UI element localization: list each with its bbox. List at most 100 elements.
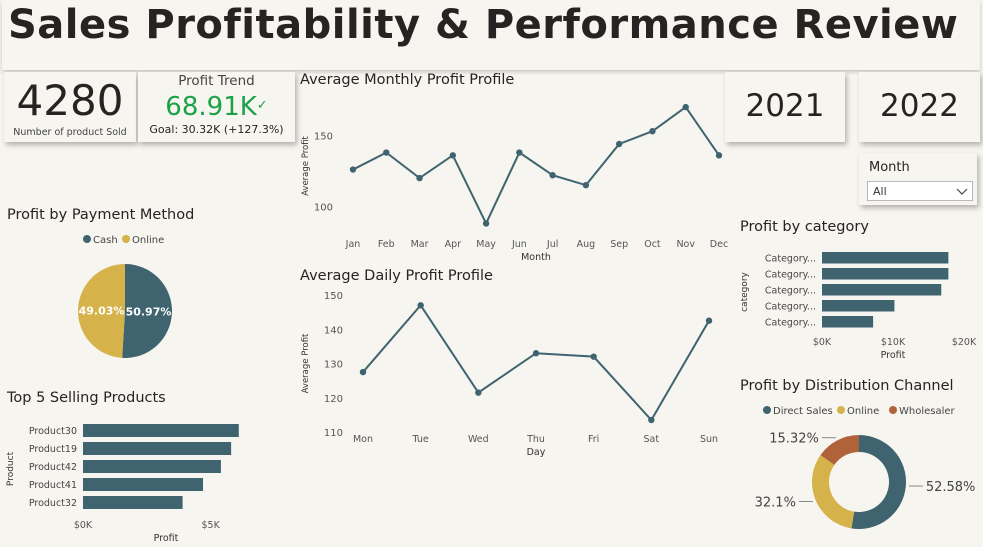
pie-slice [122, 264, 173, 358]
data-point [532, 350, 540, 357]
y-axis-label: Average Profit [301, 135, 311, 195]
bar [83, 424, 239, 437]
data-point [648, 416, 655, 424]
category-label: Product19 [29, 444, 77, 455]
legend-marker [83, 235, 91, 243]
data-point [615, 140, 623, 148]
x-tick-label: Tue [412, 434, 429, 445]
month-dropdown[interactable]: All [867, 181, 973, 201]
x-tick-label: $5K [202, 520, 221, 531]
kpi-trend-value-wrap: 68.91K✓ [138, 92, 295, 122]
data-point [590, 353, 597, 360]
x-tick-label: Feb [378, 239, 395, 250]
year-button-2022[interactable]: 2022 [859, 72, 980, 142]
top5-bar-chart: Product30 Product19 Product42 Product41 Prod… [6, 424, 239, 544]
x-tick-label: Oct [644, 239, 661, 250]
legend-label: Direct Sales [773, 406, 833, 417]
x-tick-label: Fri [588, 434, 599, 445]
legend-label: Online [132, 235, 164, 246]
data-point [482, 220, 490, 227]
data-point [416, 174, 423, 182]
data-point [359, 368, 367, 376]
x-axis-label: Profit [154, 533, 179, 544]
data-point [449, 152, 457, 159]
x-tick-label: Sep [610, 239, 628, 250]
x-tick-label: Nov [676, 239, 695, 250]
data-label: 32.1% [755, 495, 796, 510]
y-axis-label: Average Profit [301, 333, 311, 393]
category-label: Product42 [29, 462, 77, 473]
x-tick-label: Jul [546, 239, 558, 250]
series-line [362, 303, 710, 422]
legend-marker [763, 406, 771, 414]
x-tick-label: Thu [526, 434, 545, 445]
x-tick-label: May [476, 239, 496, 250]
kpi-trend-card: Profit Trend 68.91K✓ Goal: 30.32K (+127.… [138, 72, 295, 142]
top5-chart-title: Top 5 Selling Products [7, 390, 166, 406]
data-point [582, 181, 590, 189]
kpi-trend-title: Profit Trend [178, 73, 255, 89]
legend-label: Cash [93, 235, 118, 246]
y-axis-label: Product [6, 451, 16, 486]
pie-slice [851, 435, 907, 529]
data-point [383, 149, 390, 156]
x-tick-label: $0K [74, 520, 93, 531]
bar [822, 316, 874, 328]
bar [83, 442, 232, 455]
category-label: Product32 [29, 498, 77, 509]
x-axis-label: Day [527, 447, 546, 458]
data-point [417, 302, 424, 309]
channel-donut-chart: Direct Sales Online Wholesaler 52.58% 32.1% 1… [755, 406, 975, 529]
bar [83, 460, 221, 473]
channel-chart-title: Profit by Distribution Channel [740, 378, 954, 394]
y-tick-label: 150 [314, 131, 333, 142]
x-tick-label: $20K [952, 337, 977, 348]
data-label: 15.32% [769, 432, 819, 447]
data-point [649, 128, 656, 135]
legend-label: Online [847, 406, 879, 417]
y-tick-label: 130 [324, 360, 343, 371]
y-axis-label: category [740, 271, 750, 311]
payment-pie-chart: Cash Online 50.97%49.03% [78, 235, 173, 358]
y-tick-label: 150 [324, 291, 343, 302]
category-label: Category... [765, 285, 816, 296]
month-dropdown-value: All [873, 185, 887, 198]
data-point [516, 149, 523, 156]
category-label: Product41 [29, 480, 77, 491]
data-point [475, 389, 482, 396]
kpi-count-value: 4280 [16, 76, 124, 125]
x-tick-label: Sat [644, 434, 660, 445]
x-tick-label: Aug [577, 239, 596, 250]
y-tick-label: 110 [324, 428, 343, 439]
y-tick-label: 120 [324, 394, 343, 405]
data-point [682, 103, 689, 111]
category-label: Category... [765, 301, 816, 312]
bar [822, 268, 949, 280]
payment-chart-title: Profit by Payment Method [7, 207, 195, 223]
year-button-2021[interactable]: 2021 [725, 72, 845, 142]
y-tick-label: 100 [314, 202, 333, 213]
x-tick-label: Jun [511, 239, 527, 250]
daily-profit-chart: 110 120 130 140 150 Mon Tue Wed Thu Fri Sat Sun Day A… [301, 291, 718, 458]
title-band [2, 0, 980, 70]
x-axis-label: Profit [881, 350, 906, 361]
kpi-trend-goal: Goal: 30.32K (+127.3%) [149, 123, 284, 136]
monthly-profit-chart: 100 150 Jan Feb Mar Apr May Jun Jul Aug Sep Oct Nov D… [301, 103, 728, 263]
monthly-chart-title: Average Monthly Profit Profile [300, 72, 515, 88]
bar [822, 252, 949, 264]
category-label: Category... [765, 269, 816, 280]
series-line [352, 105, 720, 226]
page-title: Sales Profitability & Performance Review [8, 2, 959, 48]
kpi-trend-value: 68.91K [165, 92, 257, 122]
y-tick-label: 140 [324, 325, 343, 336]
x-tick-label: Dec [710, 239, 728, 250]
bar [83, 478, 204, 491]
category-label: Product30 [29, 426, 77, 437]
x-tick-label: Jan [345, 239, 361, 250]
data-point [715, 152, 723, 159]
x-tick-label: Sun [700, 434, 718, 445]
year-label: 2021 [745, 88, 825, 124]
category-label: Category... [765, 317, 816, 328]
kpi-count-card: 4280 Number of product Sold [4, 72, 136, 142]
data-point [705, 317, 713, 324]
